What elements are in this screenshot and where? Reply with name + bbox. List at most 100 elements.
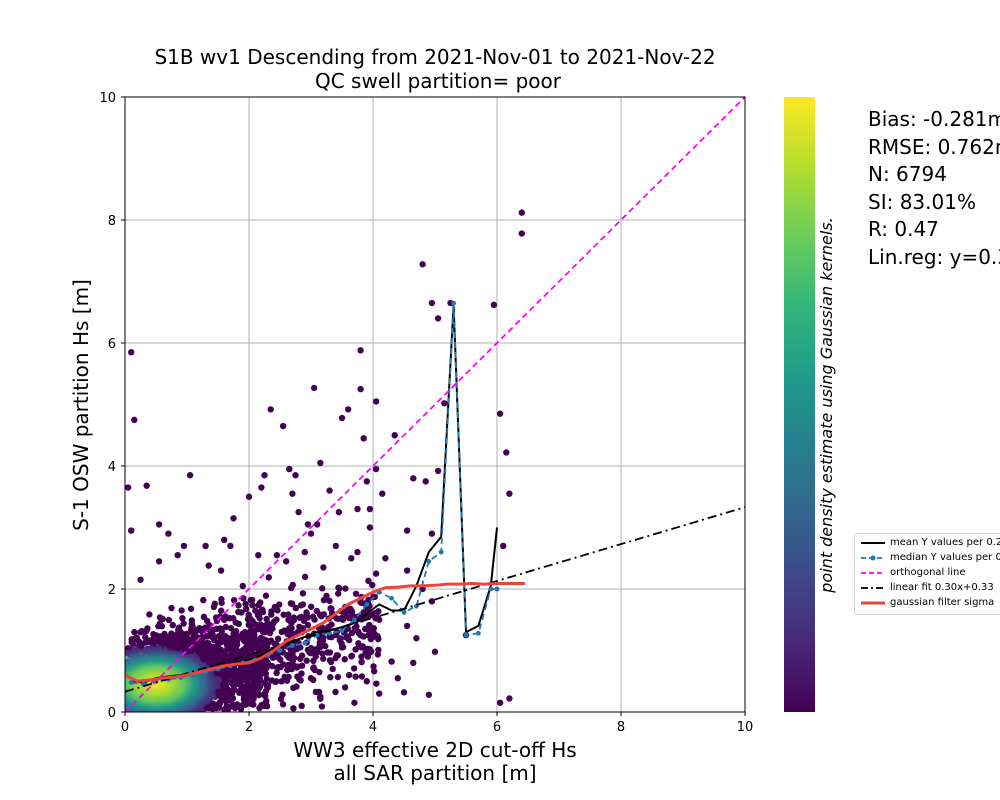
outlier-point (434, 467, 442, 475)
outlier-point (500, 542, 507, 550)
density-point (268, 611, 275, 618)
density-point (273, 616, 280, 623)
density-point (258, 607, 265, 615)
density-point (209, 700, 217, 707)
density-point (250, 628, 258, 635)
outlier-point (307, 674, 315, 682)
statistics-panel: Bias: -0.281m RMSE: 0.762m N: 6794 SI: 8… (868, 106, 1000, 272)
density-point (161, 630, 168, 638)
density-point (227, 625, 235, 632)
outlier-point (506, 695, 513, 702)
density-point (353, 623, 360, 630)
density-point (285, 611, 292, 618)
density-point (274, 635, 282, 643)
outlier-point (165, 530, 172, 537)
x-tick-label: 6 (493, 720, 501, 735)
density-point (323, 592, 330, 600)
outlier-point (301, 548, 308, 556)
chart-subtitle: QC swell partition= poor (315, 69, 562, 93)
density-point (316, 668, 323, 676)
density-point (290, 662, 298, 669)
outlier-point (227, 542, 234, 550)
outlier-point (217, 567, 225, 574)
density-point (242, 605, 250, 613)
median-point (277, 648, 283, 653)
outlier-point (279, 422, 287, 430)
density-point (318, 612, 325, 620)
density-point (217, 607, 225, 614)
series-line-4 (125, 581, 525, 683)
outlier-point (345, 406, 352, 413)
colorbar (784, 97, 815, 712)
outlier-point (202, 542, 209, 550)
outlier-point (372, 398, 380, 405)
density-point (366, 649, 374, 656)
median-point (463, 632, 469, 638)
y-tick-label: 2 (108, 583, 116, 598)
density-point (285, 673, 292, 681)
density-point (254, 682, 261, 689)
outlier-point (351, 699, 358, 706)
density-point (370, 667, 378, 675)
y-tick-label: 8 (108, 214, 116, 229)
density-point (219, 681, 227, 689)
density-point (153, 633, 161, 640)
density-point (278, 678, 285, 685)
outlier-point (503, 449, 510, 456)
median-point (314, 632, 320, 638)
density-point (265, 638, 273, 646)
median-point (426, 558, 432, 564)
density-point (265, 574, 273, 581)
density-point (249, 602, 256, 609)
outlier-point (143, 482, 150, 489)
stat-bias: Bias: -0.281m (868, 107, 1000, 131)
density-point (289, 650, 296, 657)
density-point (328, 621, 335, 628)
density-point (333, 615, 340, 622)
outlier-point (230, 515, 237, 522)
density-point (310, 664, 317, 671)
density-point (255, 672, 263, 679)
density-point (222, 633, 229, 640)
legend-label-linear-fit: linear fit 0.30x+0.33 (890, 582, 994, 593)
outlier-point (155, 521, 163, 528)
density-point (273, 678, 280, 685)
density-point (217, 647, 224, 654)
x-tick-label: 10 (737, 720, 754, 735)
density-point (271, 603, 279, 611)
density-point (372, 609, 379, 617)
density-point (358, 658, 365, 666)
density-point (334, 673, 342, 681)
outlier-point (310, 384, 318, 392)
outlier-point (137, 576, 144, 583)
density-point (341, 656, 348, 663)
density-point (135, 638, 143, 645)
density-point (319, 585, 326, 592)
density-point (304, 614, 311, 621)
density-point (222, 623, 229, 631)
density-point (263, 615, 270, 623)
density-point (216, 625, 224, 632)
outlier-point (317, 459, 324, 467)
legend-label-gaussian: gaussian filter sigma (890, 597, 995, 608)
x-tick-label: 2 (245, 720, 253, 735)
legend-label-orthogonal: orthogonal line (890, 567, 966, 578)
density-point (369, 633, 377, 641)
outlier-point (357, 385, 364, 393)
median-point (290, 643, 295, 648)
outlier-point (363, 478, 370, 485)
density-point (352, 673, 359, 680)
median-point (339, 628, 345, 634)
outlier-point (239, 582, 246, 590)
outlier-point (490, 301, 498, 309)
outlier-point (128, 349, 135, 356)
outlier-point (394, 674, 401, 682)
density-point (254, 645, 261, 652)
density-point (320, 655, 327, 662)
density-point (260, 636, 267, 643)
legend-item-mean: mean Y values per 0.25m bin (855, 536, 1000, 550)
outlier-point (304, 521, 312, 528)
legend-swatch-orthogonal (861, 572, 885, 574)
density-point (251, 688, 259, 695)
outlier-point (298, 702, 305, 710)
